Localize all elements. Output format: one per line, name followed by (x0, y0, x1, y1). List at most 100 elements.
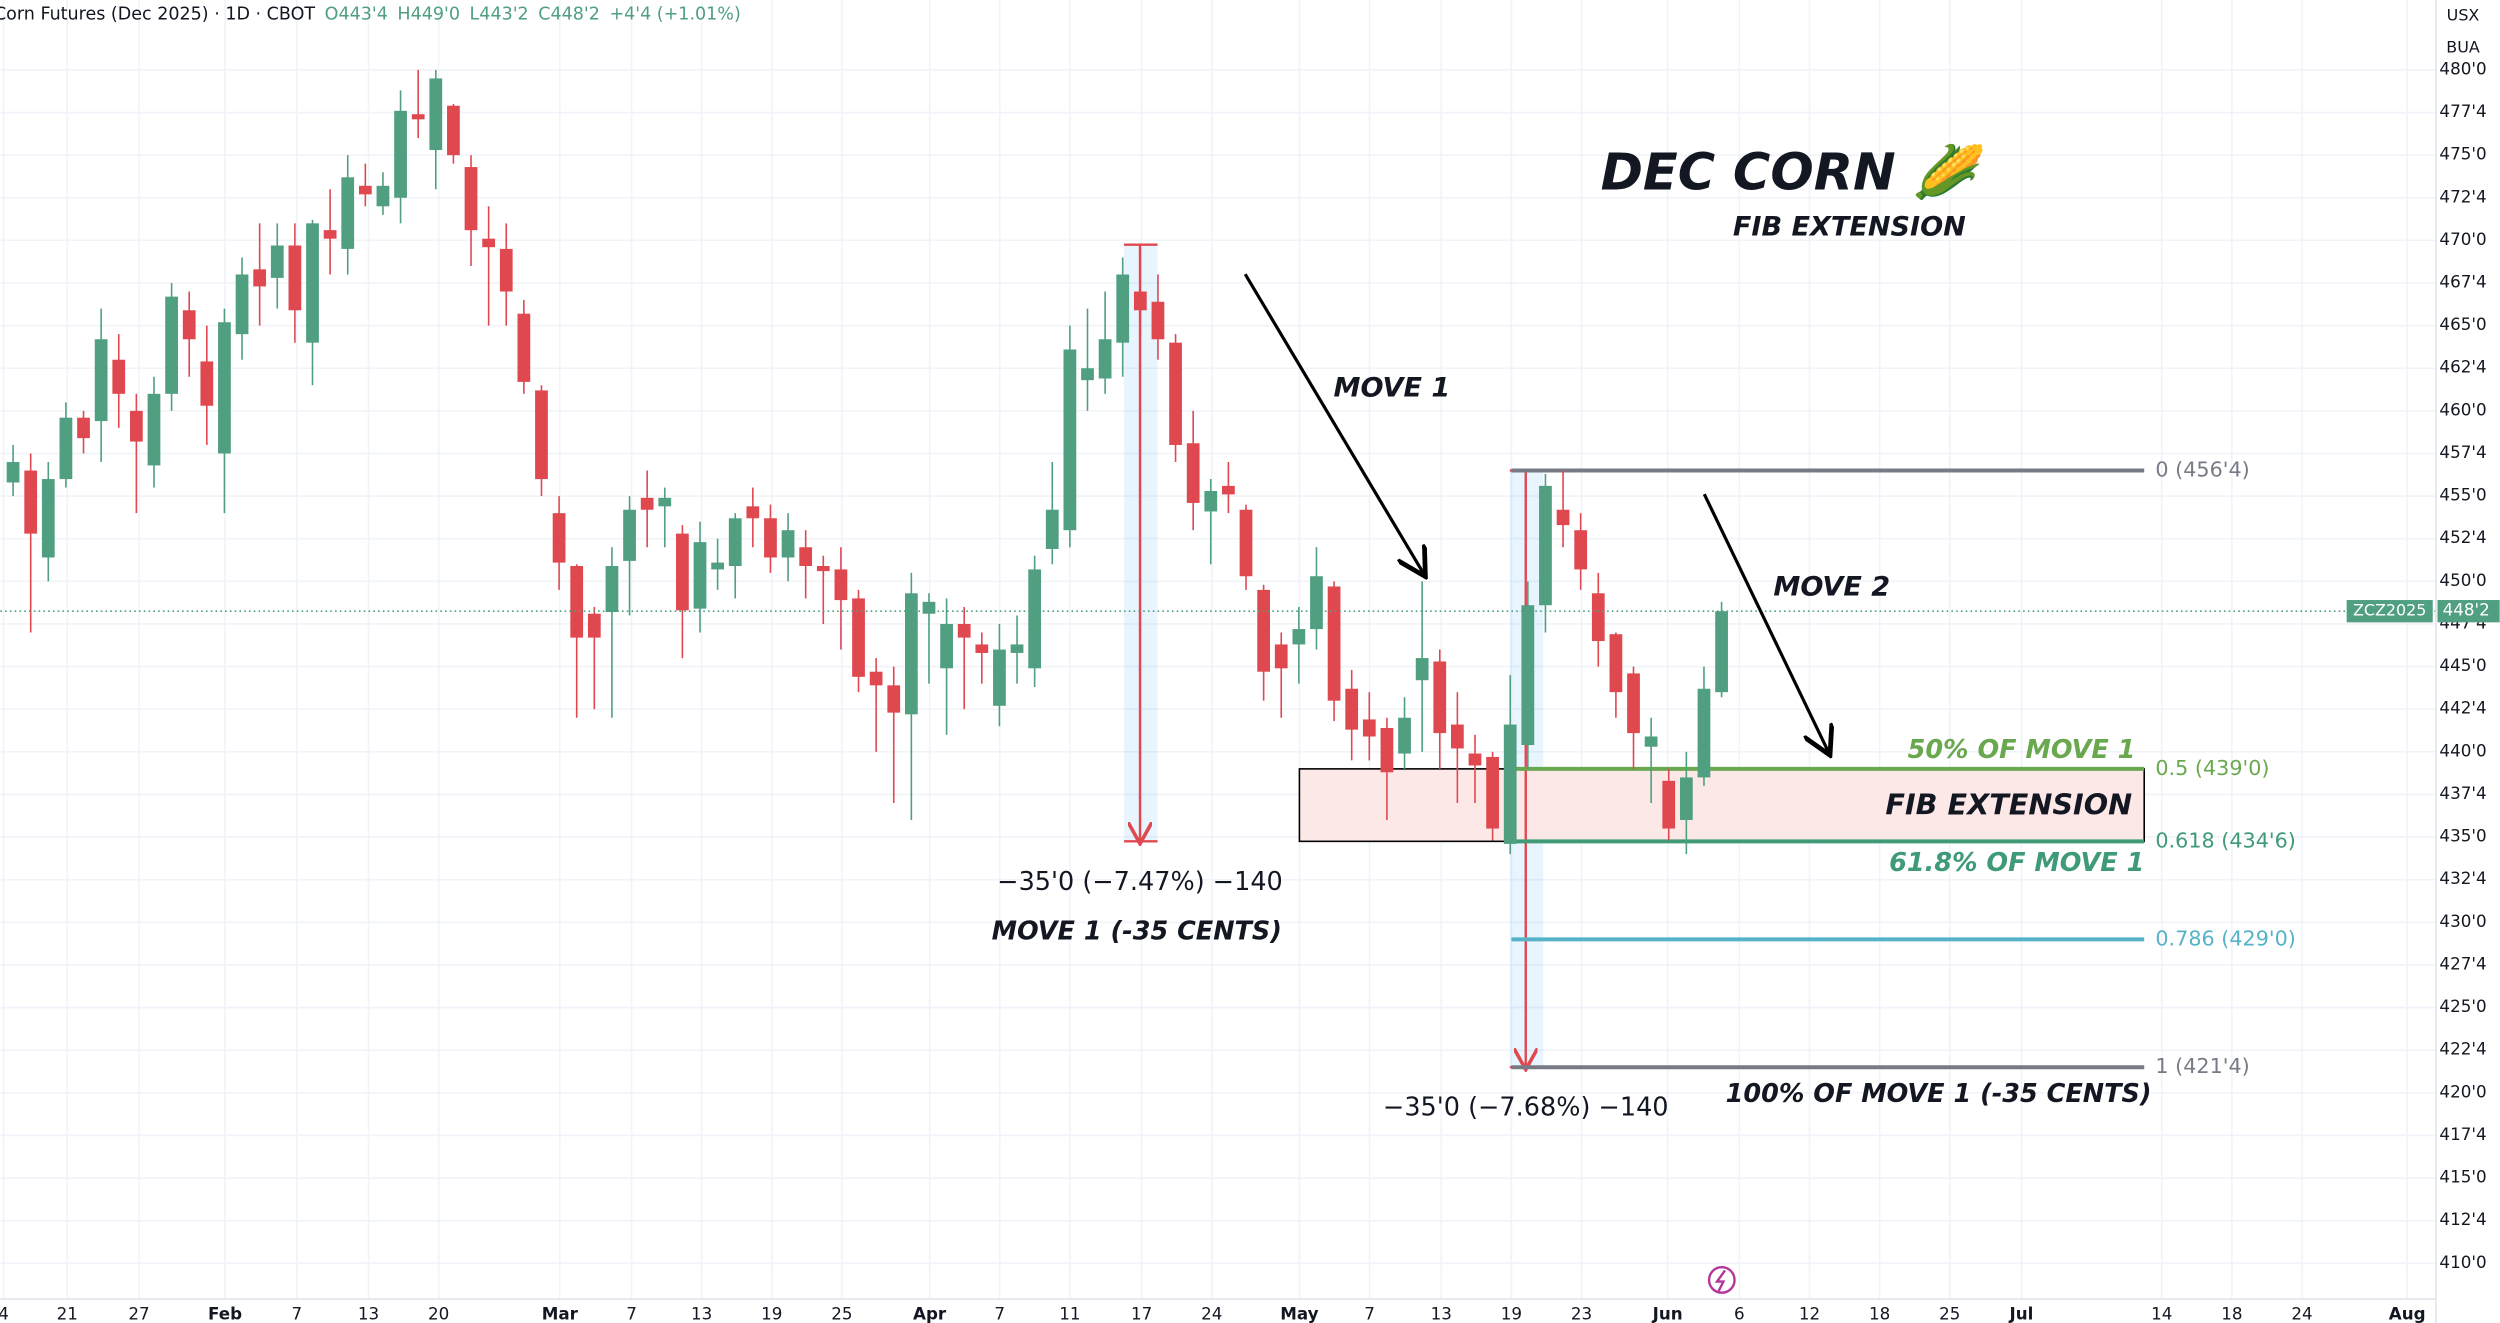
candle-body (957, 623, 971, 638)
currency: USX (2447, 5, 2480, 24)
candle-body (165, 296, 178, 394)
annotation: MOVE 1 (1333, 372, 1450, 403)
candle-body (1697, 688, 1711, 778)
candle-body (41, 479, 55, 558)
y-tick-label: 432'4 (2439, 868, 2486, 888)
y-tick-label: 465'0 (2439, 314, 2486, 334)
symbol-tag-text: ZCZ2025 (2353, 601, 2426, 620)
candle-body (711, 562, 724, 570)
candle-body (358, 185, 372, 195)
event-icon (1714, 1269, 1726, 1292)
x-tick-label: 14 (2151, 1304, 2172, 1323)
y-tick-label: 415'0 (2439, 1167, 2486, 1187)
x-tick-label: 23 (1571, 1304, 1592, 1323)
candle-body (1169, 342, 1182, 445)
change: +4'4 (+1.01%) (609, 4, 740, 24)
candle-body (288, 245, 302, 311)
y-tick-label: 455'0 (2439, 485, 2486, 505)
candle-body (112, 359, 126, 394)
fib-box (1298, 768, 2146, 843)
candle-body (182, 310, 196, 340)
candle-body (834, 569, 848, 601)
x-tick-label: 13 (691, 1304, 712, 1323)
x-tick-label: 24 (1201, 1304, 1222, 1323)
x-tick-label: Feb (208, 1304, 242, 1323)
y-tick-label: 412'4 (2439, 1209, 2486, 1229)
y-tick-label: 450'0 (2439, 570, 2486, 590)
y-tick-label: 475'0 (2439, 144, 2486, 164)
y-tick-label: 442'4 (2439, 698, 2486, 718)
candle-body (1627, 673, 1640, 734)
y-tick-label: 420'0 (2439, 1081, 2486, 1101)
candle-body (1098, 339, 1112, 379)
y-tick-label: 462'4 (2439, 357, 2486, 377)
x-tick-label: 7 (1364, 1304, 1375, 1323)
candle-body (1468, 753, 1482, 766)
annotation: FIB EXTENSION (1885, 788, 2132, 822)
annotation: MOVE 2 (1773, 572, 1890, 603)
candle-body (1398, 717, 1411, 754)
y-tick-label: 422'4 (2439, 1039, 2486, 1059)
x-tick-label: 13 (1431, 1304, 1452, 1323)
candle-body (1274, 644, 1288, 669)
symbol: Corn Futures (Dec 2025) · 1D · CBOT (0, 4, 315, 24)
candle-body (852, 598, 865, 677)
ohlc: L443'2 (470, 4, 529, 24)
candle-body (1715, 611, 1728, 693)
annotation: 100% OF MOVE 1 (-35 CENTS) (1726, 1079, 2152, 1109)
fib-label: 0.786 (429'0) (2155, 926, 2296, 950)
candle-body (147, 393, 161, 466)
candle-body (605, 566, 619, 613)
axis-header-bg (2437, 0, 2500, 64)
candle-body (1451, 724, 1464, 749)
candle-body (341, 177, 355, 249)
candle-body (658, 497, 672, 507)
x-tick-label: 4 (0, 1304, 9, 1323)
candle-body (1644, 736, 1658, 747)
candle-body (1380, 727, 1394, 773)
candle-body (429, 78, 443, 151)
x-tick-label: 11 (1059, 1304, 1080, 1323)
candle-body (975, 644, 989, 653)
y-tick-label: 427'4 (2439, 953, 2486, 973)
candle-body (1662, 780, 1676, 829)
candle-body (59, 417, 73, 480)
candle-body (376, 185, 390, 207)
y-tick-label: 417'4 (2439, 1124, 2486, 1144)
y-tick-label: 430'0 (2439, 911, 2486, 931)
candle-body (728, 518, 742, 567)
symbol-tag (2346, 600, 2433, 623)
candle-body (1521, 605, 1535, 746)
candle-body (1486, 756, 1499, 829)
price-tag-text: 448'2 (2443, 600, 2490, 620)
y-tick-label: 472'4 (2439, 186, 2486, 206)
candle-body (1556, 509, 1570, 526)
x-tick-label: Aug (2389, 1304, 2426, 1323)
x-tick-label: 25 (1939, 1304, 1960, 1323)
y-tick-label: 460'0 (2439, 399, 2486, 419)
chart-subtitle: FIB EXTENSION (1733, 211, 1966, 242)
candle-body (799, 547, 813, 567)
y-tick-label: 452'4 (2439, 527, 2486, 547)
x-tick-label: 19 (1501, 1304, 1522, 1323)
candle-body (781, 530, 795, 558)
x-tick-label: 7 (994, 1304, 1005, 1323)
x-tick-label: Jun (1652, 1304, 1683, 1323)
x-tick-label: 25 (831, 1304, 852, 1323)
candle-body (77, 417, 90, 439)
candle-body (570, 566, 584, 638)
ohlc: O443'4 (325, 4, 388, 24)
range-label: −35'0 (−7.47%) −140 (997, 867, 1283, 897)
candle-body (235, 274, 249, 335)
y-tick-label: 445'0 (2439, 655, 2486, 675)
unit: BUA (2446, 37, 2480, 56)
candle-body (411, 114, 425, 120)
arrow (1243, 273, 1424, 574)
candle-body (1010, 644, 1024, 653)
candle-body (1415, 658, 1429, 681)
candle-body (1362, 719, 1376, 737)
arrow (1702, 493, 1828, 752)
candle-body (1609, 634, 1623, 693)
candle-body (1310, 576, 1323, 630)
candle-body (887, 685, 901, 713)
